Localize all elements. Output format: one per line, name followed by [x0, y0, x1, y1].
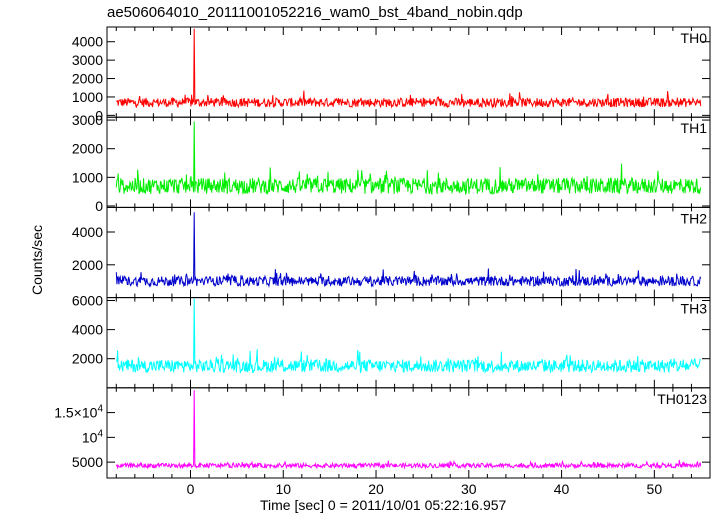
- y-tick-label-th3: 2000: [72, 351, 103, 367]
- series-line-th0123: [115, 390, 702, 470]
- panel-frame-th3: [106, 297, 711, 389]
- y-tick-label-th0: 0: [95, 107, 103, 123]
- y-tick-label-th0: 4000: [72, 34, 103, 50]
- y-tick-label-th0123: 104: [82, 428, 104, 445]
- x-tick-label: 30: [461, 481, 477, 497]
- y-tick-label-th1: 0: [95, 198, 103, 214]
- x-tick-label: 50: [647, 481, 663, 497]
- panel-label-th1: TH1: [681, 120, 708, 136]
- panel-frame-th0123: [106, 387, 711, 479]
- y-tick-label-th0123: 5000: [72, 454, 103, 470]
- y-tick-label-th0: 3000: [72, 52, 103, 68]
- y-tick-label-th1: 1000: [72, 169, 103, 185]
- x-tick-label: 0: [187, 481, 195, 497]
- y-tick-label-th0: 1000: [72, 89, 103, 105]
- x-tick-label: 10: [275, 481, 291, 497]
- panel-label-th3: TH3: [681, 301, 708, 317]
- chart-title: ae506064010_20111001052216_wam0_bst_4ban…: [107, 4, 523, 21]
- panel-label-th0: TH0: [681, 30, 708, 46]
- y-tick-label-th0: 2000: [72, 71, 103, 87]
- y-tick-label-th3: 4000: [72, 322, 103, 338]
- series-line-th3: [115, 298, 702, 375]
- series-line-th2: [115, 212, 702, 288]
- panel-label-th0123: TH0123: [657, 391, 707, 407]
- series-line-th1: [115, 121, 702, 196]
- x-tick-label: 40: [554, 481, 570, 497]
- panel-frame-th1: [106, 116, 711, 208]
- panel-label-th2: TH2: [681, 210, 708, 226]
- x-tick-label: 20: [368, 481, 384, 497]
- y-tick-label-th3: 6000: [72, 293, 103, 309]
- series-line-th0: [116, 28, 702, 109]
- x-axis-label: Time [sec] 0 = 2011/10/01 05:22:16.957: [260, 497, 507, 513]
- y-tick-label-th1: 2000: [72, 141, 103, 157]
- y-tick-label-th2: 2000: [72, 257, 103, 273]
- y-tick-label-th1: 3000: [72, 112, 103, 128]
- y-tick-label-th2: 4000: [72, 224, 103, 240]
- y-tick-label-th0123: 1.5×104: [54, 404, 103, 421]
